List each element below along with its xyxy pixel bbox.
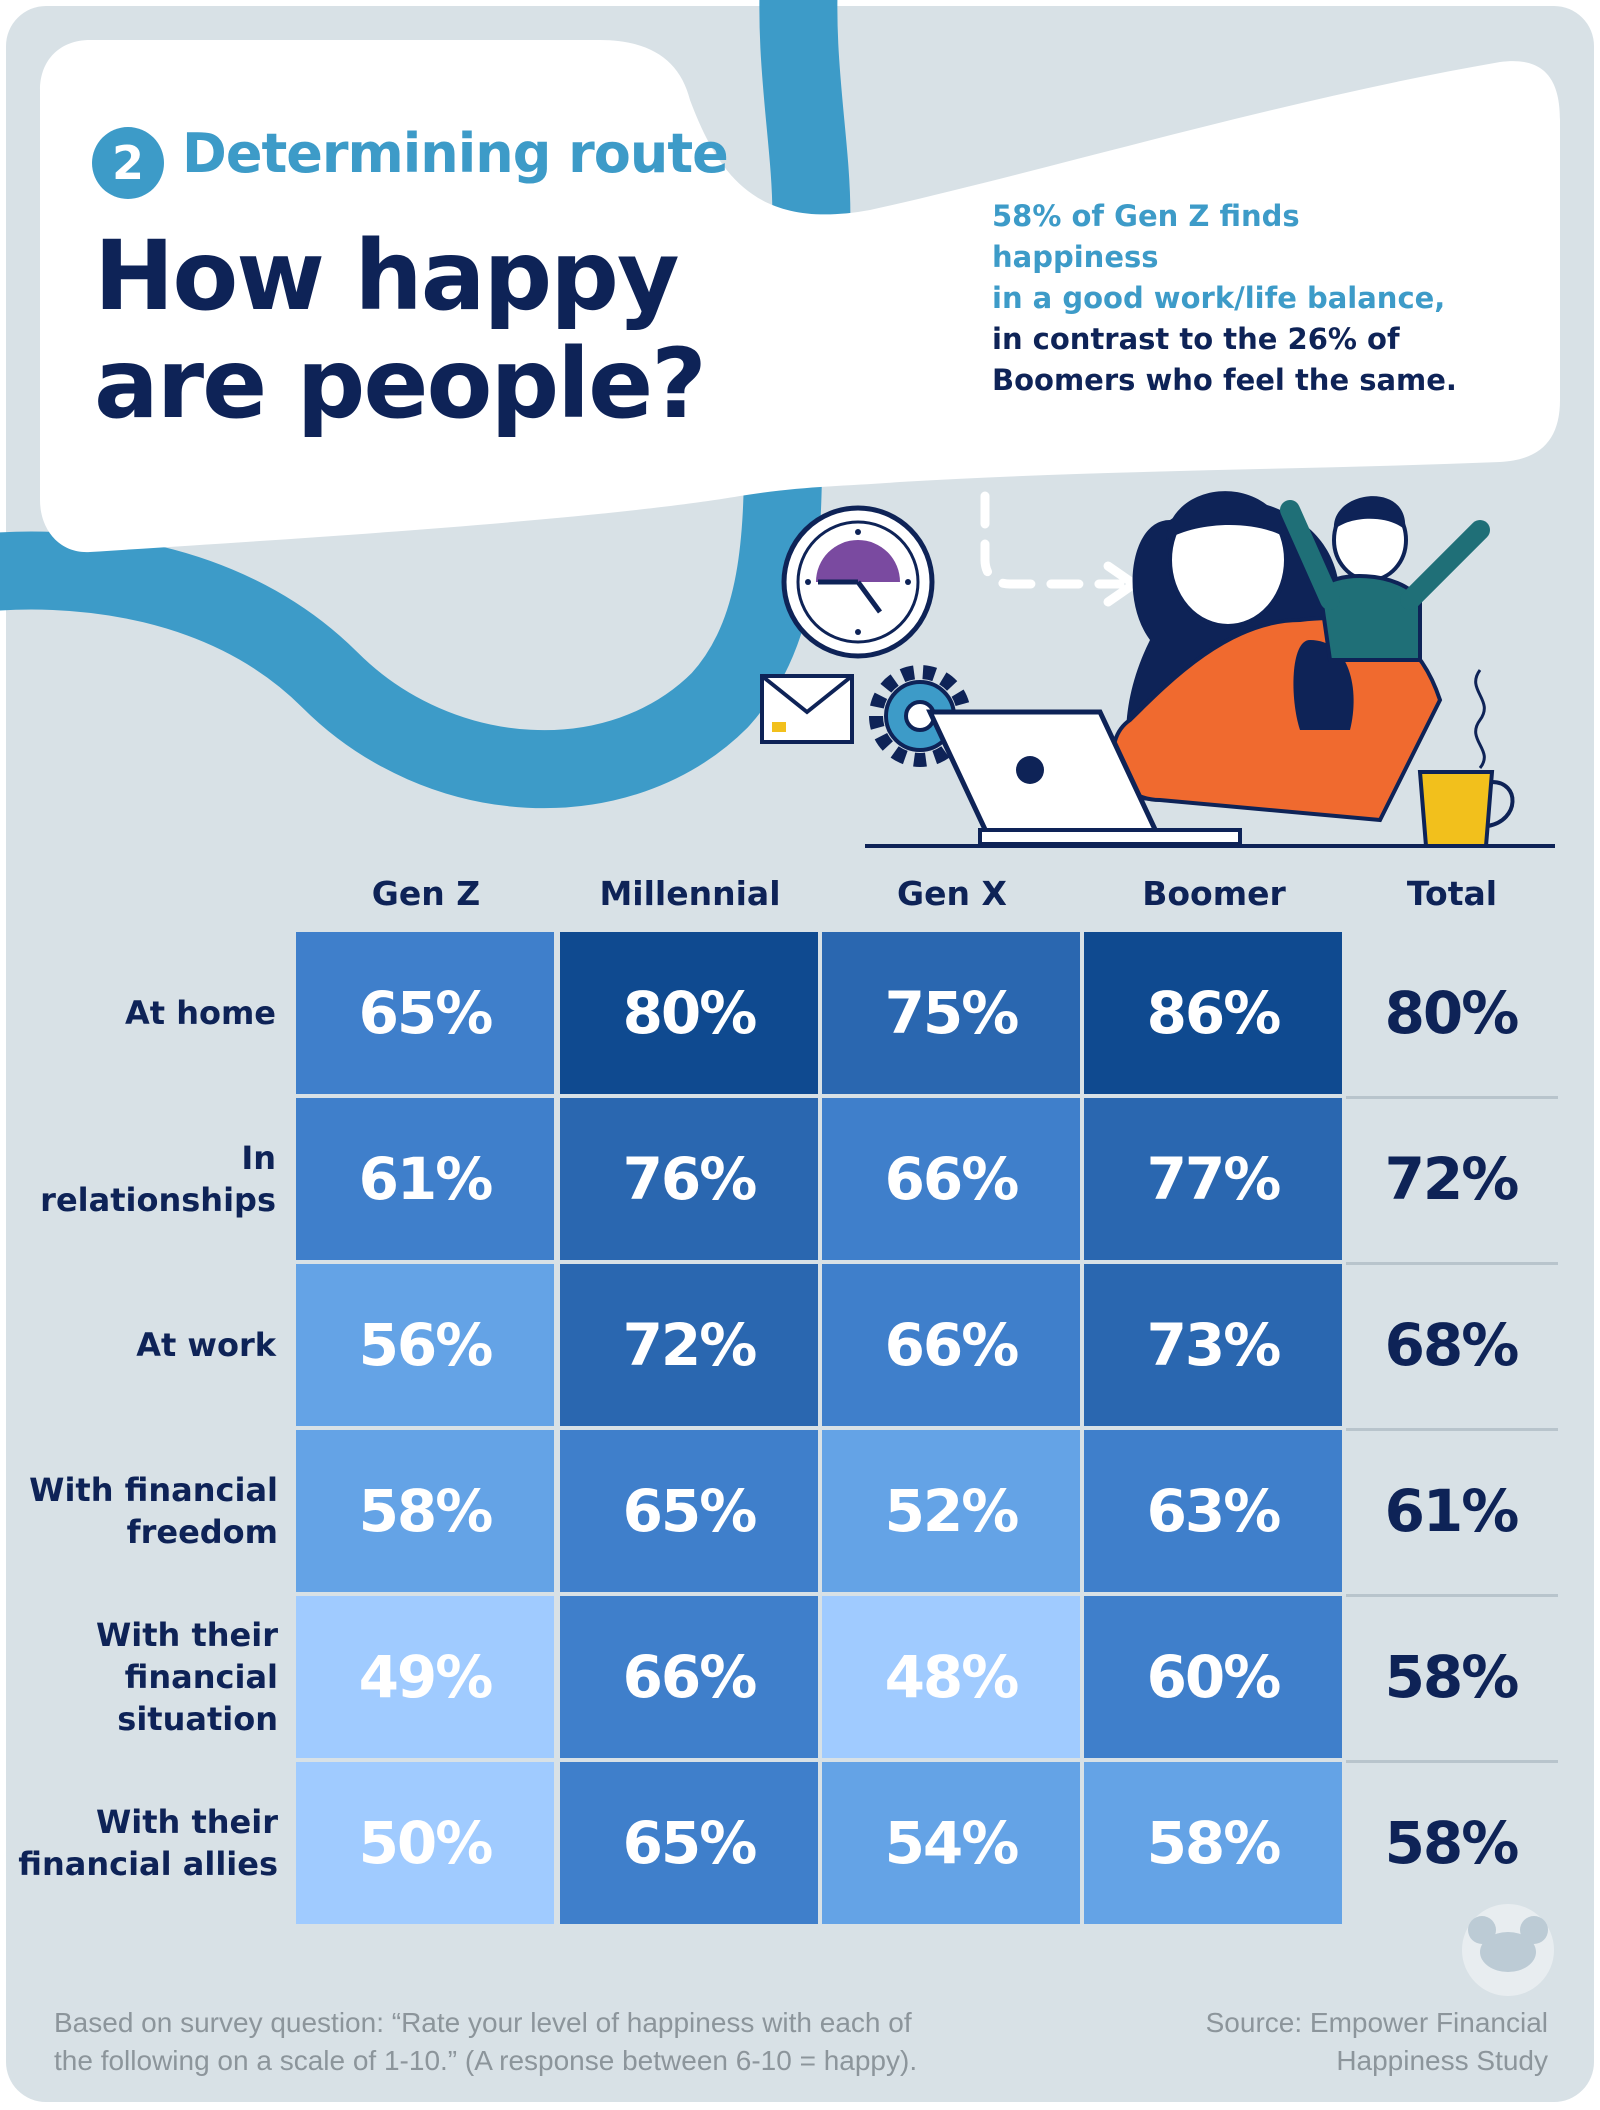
- column-header: Boomer: [1142, 874, 1286, 913]
- column-header: Gen Z: [371, 874, 481, 913]
- table-cell: 50%: [296, 1762, 554, 1924]
- piggy-bank-logo-icon: [1462, 1904, 1554, 1996]
- total-cell: 72%: [1384, 1145, 1520, 1213]
- row-label: At home: [124, 994, 276, 1032]
- total-cell: 61%: [1384, 1477, 1520, 1545]
- source-note: Source: Empower Financial Happiness Stud…: [1048, 2004, 1548, 2080]
- callout-text: 58% of Gen Z finds happiness in a good w…: [992, 196, 1472, 401]
- title-line-2: are people?: [94, 328, 707, 440]
- table-cell: 58%: [296, 1430, 554, 1592]
- column-header: Gen X: [897, 874, 1007, 913]
- row-label: With their financial allies: [18, 1803, 278, 1883]
- callout-line-1: 58% of Gen Z finds happiness: [992, 199, 1300, 274]
- row-separator: [1346, 1096, 1558, 1099]
- table-cell: 75%: [822, 932, 1080, 1094]
- row-label: With their financial situation: [95, 1616, 278, 1738]
- step-title: Determining route: [182, 122, 729, 185]
- column-header: Millennial: [599, 874, 781, 913]
- table-cell: 77%: [1084, 1098, 1342, 1260]
- row-separator: [1346, 1262, 1558, 1265]
- table-cell: 86%: [1084, 932, 1342, 1094]
- source-line-2: Happiness Study: [1336, 2045, 1548, 2076]
- header-panel: [40, 40, 1560, 553]
- table-cell: 61%: [296, 1098, 554, 1260]
- total-cell: 58%: [1384, 1809, 1520, 1877]
- table-cell: 73%: [1084, 1264, 1342, 1426]
- table-cell: 80%: [560, 932, 818, 1094]
- row-label: In relationships: [40, 1139, 276, 1219]
- table-cell: 66%: [822, 1264, 1080, 1426]
- footnote: Based on survey question: “Rate your lev…: [54, 2004, 1054, 2080]
- row-separator: [1346, 1760, 1558, 1763]
- table-cell: 65%: [560, 1430, 818, 1592]
- row-label: At work: [136, 1326, 276, 1364]
- page-title: How happy are people?: [94, 222, 714, 438]
- source-line-1: Source: Empower Financial: [1205, 2007, 1548, 2038]
- envelope-icon: [760, 674, 854, 744]
- footnote-line-2: the following on a scale of 1-10.” (A re…: [54, 2045, 918, 2076]
- callout-line-4: Boomers who feel the same.: [992, 363, 1457, 397]
- table-cell: 76%: [560, 1098, 818, 1260]
- table-cell: 65%: [296, 932, 554, 1094]
- table-cell: 66%: [822, 1098, 1080, 1260]
- laptop-icon: [926, 709, 1242, 846]
- clock-icon: [781, 505, 935, 659]
- table-cell: 52%: [822, 1430, 1080, 1592]
- total-cell: 58%: [1384, 1643, 1520, 1711]
- step-number-badge: 2: [92, 127, 164, 199]
- table-cell: 72%: [560, 1264, 818, 1426]
- callout-line-3: in contrast to the 26% of: [992, 322, 1400, 356]
- footnote-line-1: Based on survey question: “Rate your lev…: [54, 2007, 912, 2038]
- total-cell: 80%: [1384, 979, 1520, 1047]
- column-header: Total: [1406, 874, 1498, 913]
- woman-with-child-illustration: [1111, 491, 1490, 823]
- title-line-1: How happy: [94, 220, 680, 332]
- table-cell: 56%: [296, 1264, 554, 1426]
- row-separator: [1346, 1428, 1558, 1431]
- table-cell: 48%: [822, 1596, 1080, 1758]
- table-cell: 63%: [1084, 1430, 1342, 1592]
- table-cell: 49%: [296, 1596, 554, 1758]
- table-cell: 66%: [560, 1596, 818, 1758]
- table-cell: 54%: [822, 1762, 1080, 1924]
- total-cell: 68%: [1384, 1311, 1520, 1379]
- row-separator: [1346, 1594, 1558, 1597]
- table-cell: 58%: [1084, 1762, 1342, 1924]
- table-cell: 65%: [560, 1762, 818, 1924]
- callout-line-2: in a good work/life balance,: [992, 281, 1446, 315]
- dashed-arrow-icon: [980, 491, 1142, 607]
- coffee-cup-icon: [1417, 669, 1515, 848]
- table-cell: 60%: [1084, 1596, 1342, 1758]
- row-label: With financial freedom: [29, 1471, 278, 1551]
